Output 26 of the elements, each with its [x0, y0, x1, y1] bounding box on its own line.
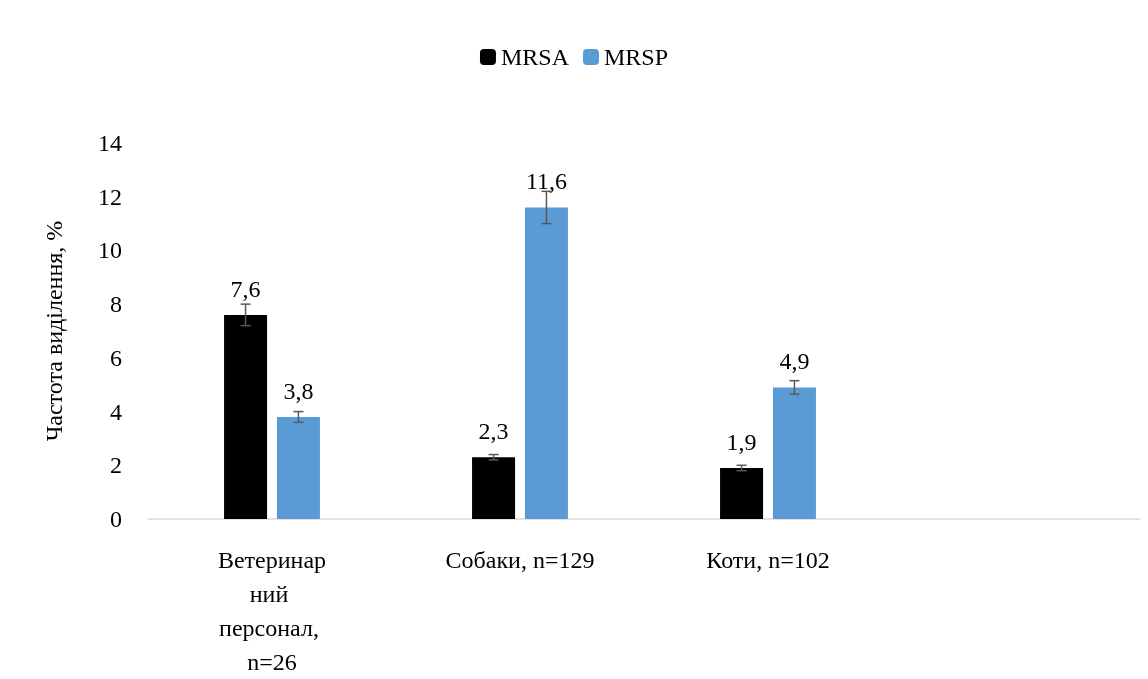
y-tick-label: 14	[98, 130, 122, 156]
x-tick-label: Ветеринарний персонал, n=26	[217, 547, 327, 675]
legend-label: MRSP	[603, 44, 669, 70]
y-axis-title: Частота виділення, %	[41, 220, 67, 442]
legend-label: MRSA	[500, 44, 570, 70]
data-label: 11,6	[525, 168, 567, 195]
y-tick-label: 8	[110, 291, 122, 318]
bar	[772, 387, 816, 519]
bar	[524, 207, 568, 519]
y-tick-label: 2	[110, 452, 122, 479]
x-tick-label: Коти, n=102	[706, 547, 830, 573]
x-tick-label: Собаки, n=129	[445, 547, 595, 573]
y-tick-label: 10	[98, 237, 122, 264]
bar	[224, 314, 268, 519]
y-tick-label: 4	[110, 398, 122, 425]
data-label: 3,8	[283, 377, 314, 404]
bar	[720, 467, 764, 519]
y-tick-label: 0	[110, 506, 122, 532]
data-label: 2,3	[478, 418, 509, 445]
data-label: 4,9	[779, 348, 810, 375]
bar	[472, 457, 516, 519]
data-label: 1,9	[726, 428, 757, 455]
y-tick-label: 6	[110, 344, 122, 371]
bar	[276, 416, 320, 519]
y-tick-label: 12	[98, 183, 122, 210]
data-label: 7,6	[230, 275, 261, 302]
